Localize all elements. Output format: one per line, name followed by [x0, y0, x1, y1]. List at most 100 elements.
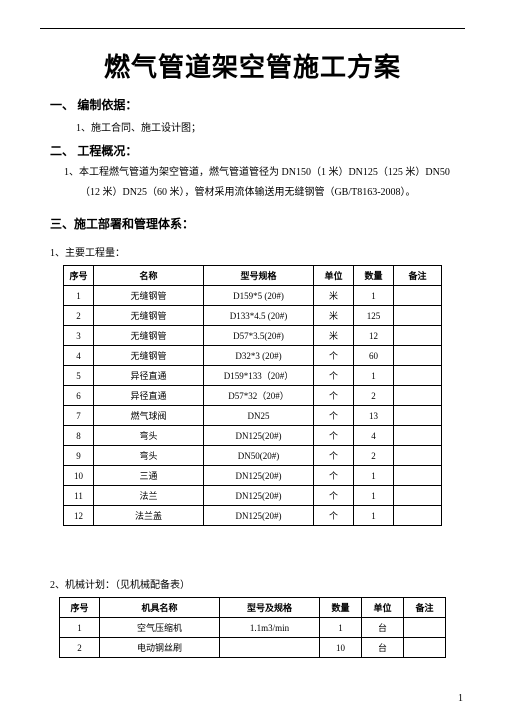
table-row: 12法兰盖DN125(20#)个1 — [64, 506, 442, 526]
table-header-row: 序号 名称 型号规格 单位 数量 备注 — [64, 266, 442, 286]
table-cell: 11 — [64, 486, 94, 506]
table-cell: 米 — [314, 326, 354, 346]
table-row: 7燃气球阀DN25个13 — [64, 406, 442, 426]
table-cell: 2 — [354, 446, 394, 466]
table-cell: 12 — [354, 326, 394, 346]
table-cell: 1 — [354, 366, 394, 386]
table-cell: DN125(20#) — [204, 506, 314, 526]
table-cell: 60 — [354, 346, 394, 366]
table-cell: 无缝钢管 — [94, 346, 204, 366]
table-cell: DN125(20#) — [204, 486, 314, 506]
table-cell — [404, 638, 446, 658]
table-cell: D57*32（20#） — [204, 386, 314, 406]
table-cell: 2 — [60, 638, 100, 658]
table-row: 6异径直通D57*32（20#）个2 — [64, 386, 442, 406]
table-cell: 异径直通 — [94, 386, 204, 406]
table-cell: 2 — [354, 386, 394, 406]
table-cell: 13 — [354, 406, 394, 426]
th-seq: 序号 — [60, 598, 100, 618]
table-cell: 1 — [64, 286, 94, 306]
table-cell: 电动钢丝刷 — [100, 638, 220, 658]
table-cell: 9 — [64, 446, 94, 466]
th-unit: 单位 — [362, 598, 404, 618]
th-unit: 单位 — [314, 266, 354, 286]
table-row: 5异径直通D159*133（20#）个1 — [64, 366, 442, 386]
table-cell: 10 — [320, 638, 362, 658]
table-row: 1无缝钢管D159*5 (20#)米1 — [64, 286, 442, 306]
table-row: 4无缝钢管D32*3 (20#)个60 — [64, 346, 442, 366]
table-cell — [394, 326, 442, 346]
table-cell: 125 — [354, 306, 394, 326]
table-cell: 1 — [354, 486, 394, 506]
table-cell: 无缝钢管 — [94, 286, 204, 306]
table-cell: 1 — [60, 618, 100, 638]
document-title: 燃气管道架空管施工方案 — [40, 47, 465, 84]
table-cell: 个 — [314, 426, 354, 446]
th-note: 备注 — [404, 598, 446, 618]
table-main-quantities: 序号 名称 型号规格 单位 数量 备注 1无缝钢管D159*5 (20#)米12… — [63, 265, 442, 526]
th-note: 备注 — [394, 266, 442, 286]
table-header-row: 序号 机具名称 型号及规格 数量 单位 备注 — [60, 598, 446, 618]
table-cell: 个 — [314, 446, 354, 466]
table-cell: DN125(20#) — [204, 426, 314, 446]
table-cell: 4 — [354, 426, 394, 446]
table-cell: DN50(20#) — [204, 446, 314, 466]
table-cell: D32*3 (20#) — [204, 346, 314, 366]
table-cell — [394, 346, 442, 366]
table-cell: 无缝钢管 — [94, 326, 204, 346]
table-cell: 1 — [354, 466, 394, 486]
table-cell: 2 — [64, 306, 94, 326]
table-cell: 弯头 — [94, 446, 204, 466]
th-name: 名称 — [94, 266, 204, 286]
table-cell: 10 — [64, 466, 94, 486]
table-cell: D159*5 (20#) — [204, 286, 314, 306]
table-cell: 米 — [314, 306, 354, 326]
page-number: 1 — [458, 693, 463, 704]
table-row: 1空气压缩机1.1m3/min1台 — [60, 618, 446, 638]
table-cell — [404, 618, 446, 638]
section-2-heading: 二、 工程概况： — [50, 142, 465, 159]
table-cell: 无缝钢管 — [94, 306, 204, 326]
section-1-heading: 一、 编制依据： — [50, 96, 465, 113]
table-cell — [394, 286, 442, 306]
table-cell: 1 — [354, 286, 394, 306]
table-cell — [394, 426, 442, 446]
table-cell: 12 — [64, 506, 94, 526]
table-cell: 个 — [314, 406, 354, 426]
th-spec: 型号规格 — [204, 266, 314, 286]
table-cell: 个 — [314, 386, 354, 406]
table-2-caption: 2、机械计划：（见机械配备表） — [50, 576, 465, 591]
th-spec: 型号及规格 — [220, 598, 320, 618]
table-row: 11法兰DN125(20#)个1 — [64, 486, 442, 506]
table-cell: DN125(20#) — [204, 466, 314, 486]
table-cell: D57*3.5(20#) — [204, 326, 314, 346]
table-cell — [394, 406, 442, 426]
table-1-caption: 1、主要工程量： — [50, 244, 465, 259]
section-2-para-1: 1、本工程燃气管道为架空管道，燃气管道管径为 DN150（1 米）DN125（1… — [64, 165, 465, 181]
th-seq: 序号 — [64, 266, 94, 286]
table-cell: 6 — [64, 386, 94, 406]
table-cell: 个 — [314, 486, 354, 506]
table-cell: 7 — [64, 406, 94, 426]
table-row: 2电动钢丝刷10台 — [60, 638, 446, 658]
section-2-para-2: （12 米）DN25（60 米），管材采用流体输送用无缝钢管（GB/T8163-… — [80, 185, 465, 201]
table-cell — [394, 306, 442, 326]
table-cell: 个 — [314, 346, 354, 366]
table-cell: DN25 — [204, 406, 314, 426]
th-tool: 机具名称 — [100, 598, 220, 618]
table-cell: 空气压缩机 — [100, 618, 220, 638]
table-cell — [220, 638, 320, 658]
table-row: 8弯头DN125(20#)个4 — [64, 426, 442, 446]
table-cell: 弯头 — [94, 426, 204, 446]
th-qty: 数量 — [354, 266, 394, 286]
section-1-item-1: 1、施工合同、施工设计图； — [76, 119, 465, 134]
table-row: 9弯头DN50(20#)个2 — [64, 446, 442, 466]
table-cell: 台 — [362, 618, 404, 638]
table-cell: D133*4.5 (20#) — [204, 306, 314, 326]
table-machinery: 序号 机具名称 型号及规格 数量 单位 备注 1空气压缩机1.1m3/min1台… — [59, 597, 446, 658]
table-cell — [394, 486, 442, 506]
table-cell: 燃气球阀 — [94, 406, 204, 426]
table-cell: 8 — [64, 426, 94, 446]
table-cell: 1 — [354, 506, 394, 526]
table-cell: 4 — [64, 346, 94, 366]
